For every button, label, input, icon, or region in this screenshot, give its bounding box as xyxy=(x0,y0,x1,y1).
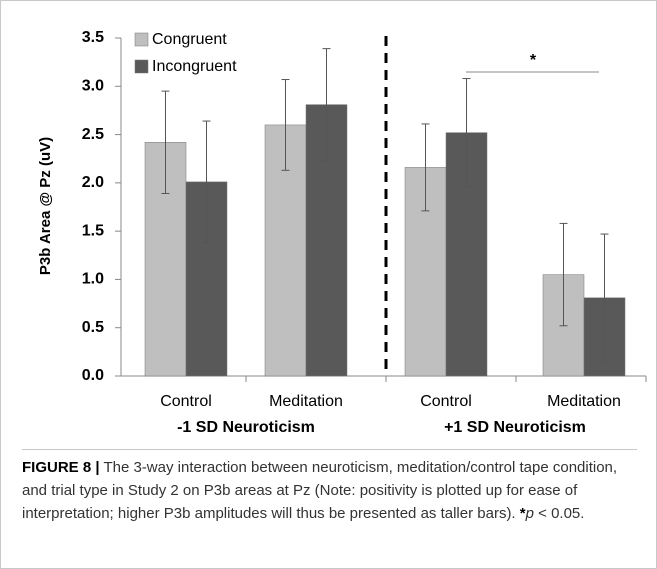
y-tick-label: 1.0 xyxy=(82,271,104,288)
caption-rest: < 0.05. xyxy=(538,505,585,522)
y-tick-label: 1.5 xyxy=(82,222,104,239)
group-label: -1 SD Neuroticism xyxy=(177,419,315,436)
caption: FIGURE 8 | The 3-way interaction between… xyxy=(22,449,637,525)
x-tick-label: Meditation xyxy=(269,393,343,410)
caption-text: The 3-way interaction between neuroticis… xyxy=(22,459,618,522)
legend-swatch xyxy=(134,59,149,74)
legend-label: Incongruent xyxy=(152,58,237,75)
x-tick-label: Meditation xyxy=(547,393,621,410)
y-axis-title: P3b Area @ Pz (uV) xyxy=(37,137,54,275)
y-tick-label: 2.0 xyxy=(82,174,104,191)
y-tick-label: 0.0 xyxy=(82,367,104,384)
y-tick-label: 0.5 xyxy=(82,319,104,336)
x-tick-label: Control xyxy=(420,393,472,410)
x-tick-label: Control xyxy=(160,393,212,410)
annotation: * xyxy=(530,52,537,69)
y-tick-label: 2.5 xyxy=(82,126,104,143)
caption-star: * xyxy=(519,505,526,522)
legend-label: Congruent xyxy=(152,31,227,48)
group-label: +1 SD Neuroticism xyxy=(444,419,586,436)
y-tick-label: 3.0 xyxy=(82,78,104,95)
y-tick-label: 3.5 xyxy=(82,29,104,46)
legend-swatch xyxy=(134,32,149,47)
chart: P3b Area @ Pz (uV) 0.0 0.5 1.0 1.5 2.0 2.5 3.0… xyxy=(37,29,647,436)
caption-p: p xyxy=(525,505,534,522)
caption-label: FIGURE 8 | xyxy=(22,459,100,476)
